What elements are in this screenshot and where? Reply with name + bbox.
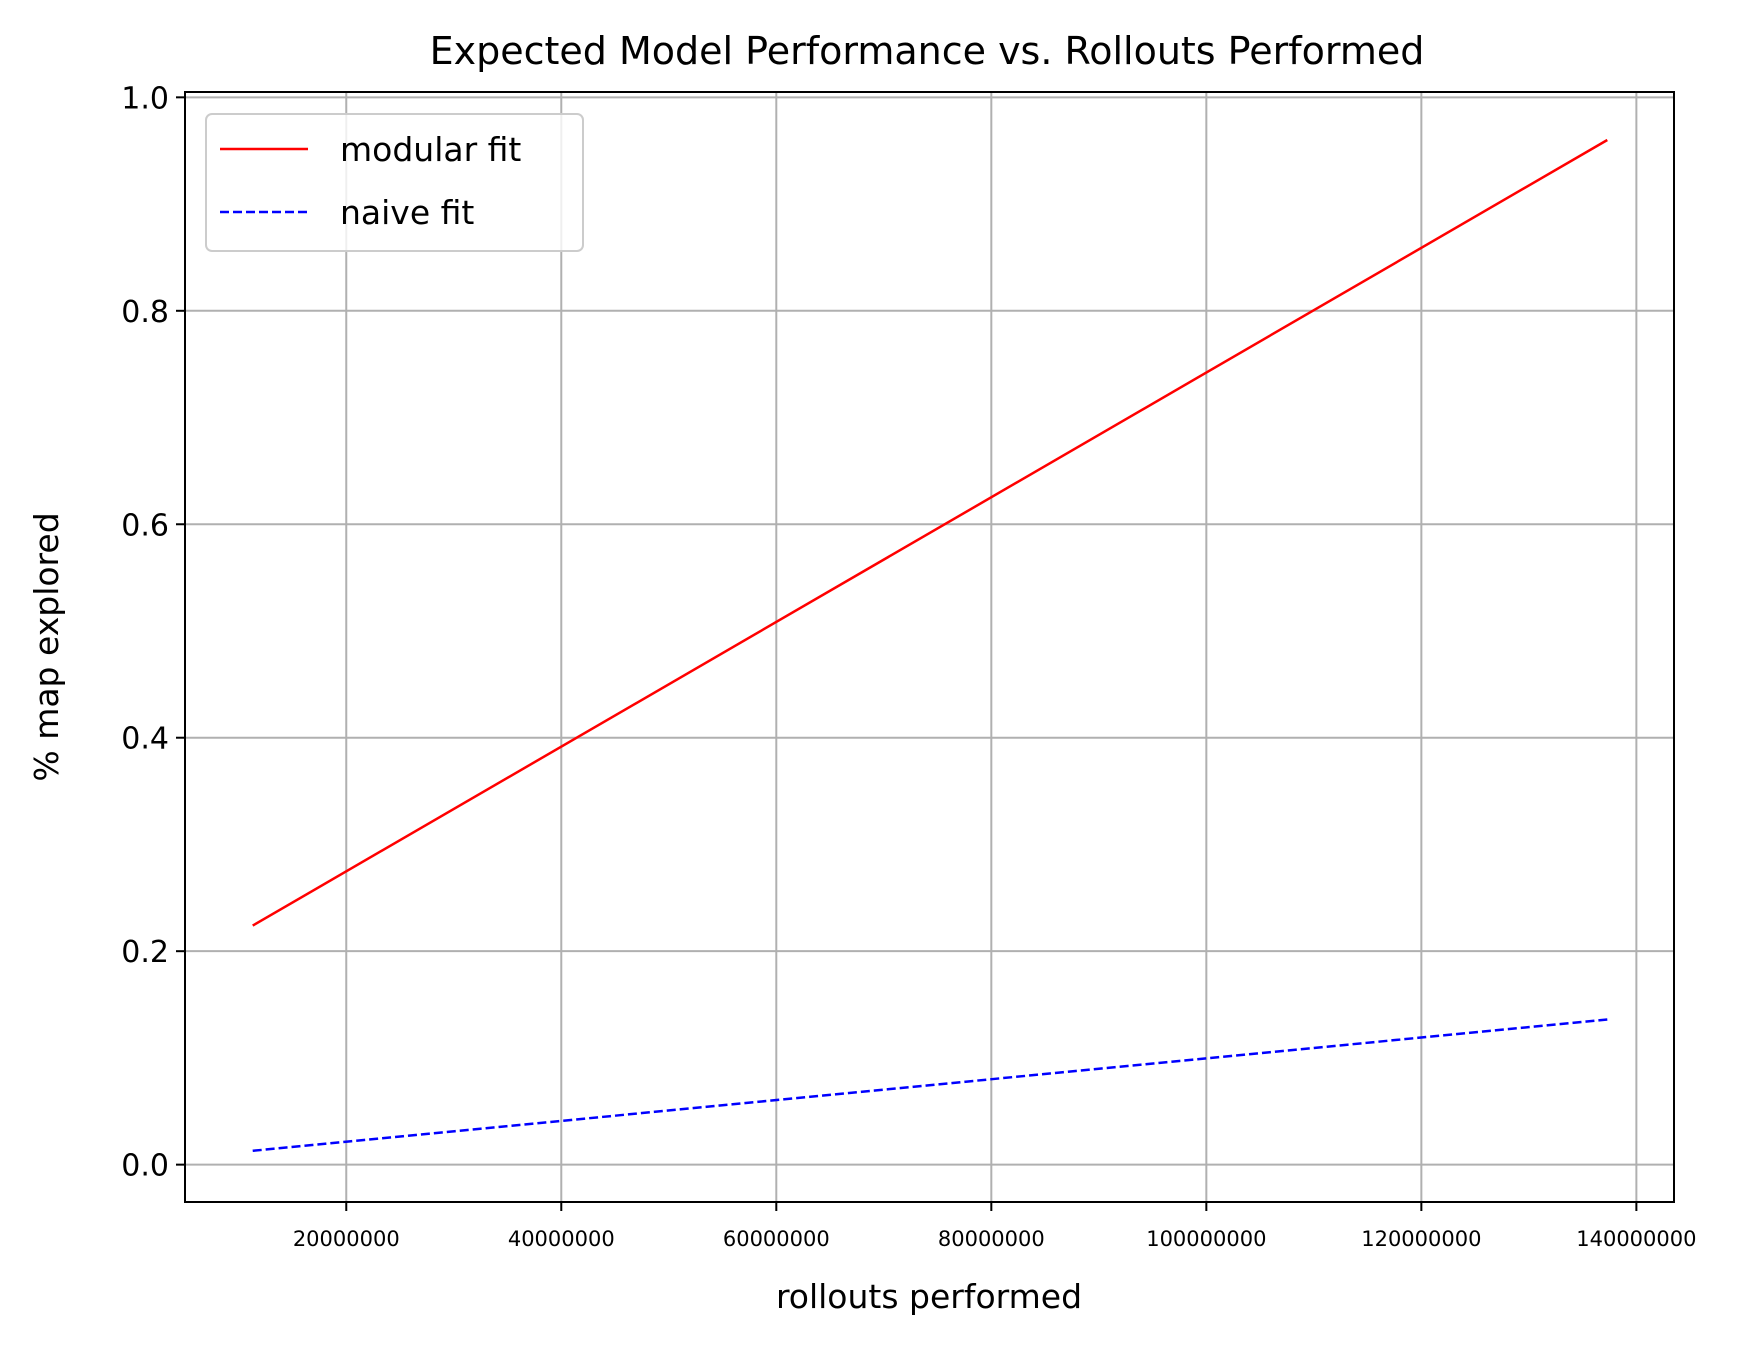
y-tick-label: 0.8: [121, 295, 169, 330]
x-tick-label: 120000000: [1361, 1227, 1481, 1251]
legend-label-modular-fit: modular fit: [340, 130, 521, 169]
y-axis-ticks: 0.0 0.2 0.4 0.6 0.8 1.0: [121, 81, 185, 1184]
x-tick-label: 80000000: [938, 1227, 1045, 1251]
legend: modular fit naive fit: [205, 113, 584, 252]
y-tick-label: 0.2: [121, 935, 169, 970]
y-tick-label: 1.0: [121, 81, 169, 116]
x-tick-label: 20000000: [293, 1227, 400, 1251]
y-tick-label: 0.0: [121, 1149, 169, 1184]
gridlines: [185, 92, 1674, 1202]
y-tick-label: 0.6: [121, 508, 169, 543]
series-line-modular-fit: [252, 138, 1608, 927]
x-axis-label: rollouts performed: [776, 1277, 1082, 1316]
y-axis-label: % map explored: [27, 512, 66, 781]
x-tick-label: 100000000: [1146, 1227, 1266, 1251]
x-tick-label: 140000000: [1576, 1227, 1696, 1251]
x-tick-label: 60000000: [723, 1227, 830, 1251]
plot-frame: [184, 91, 1675, 1203]
y-tick-label: 0.4: [121, 722, 169, 757]
chart-title: Expected Model Performance vs. Rollouts …: [430, 29, 1425, 73]
legend-label-naive-fit: naive fit: [340, 193, 474, 232]
series-line-naive-fit: [252, 1018, 1608, 1153]
x-tick-label: 40000000: [508, 1227, 615, 1251]
series-lines: [252, 138, 1608, 1153]
x-axis-ticks: 20000000 40000000 60000000 80000000 10000000…: [293, 1202, 1696, 1251]
